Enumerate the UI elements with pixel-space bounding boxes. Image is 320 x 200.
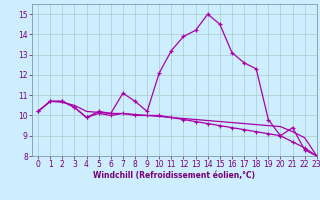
- X-axis label: Windchill (Refroidissement éolien,°C): Windchill (Refroidissement éolien,°C): [93, 171, 255, 180]
